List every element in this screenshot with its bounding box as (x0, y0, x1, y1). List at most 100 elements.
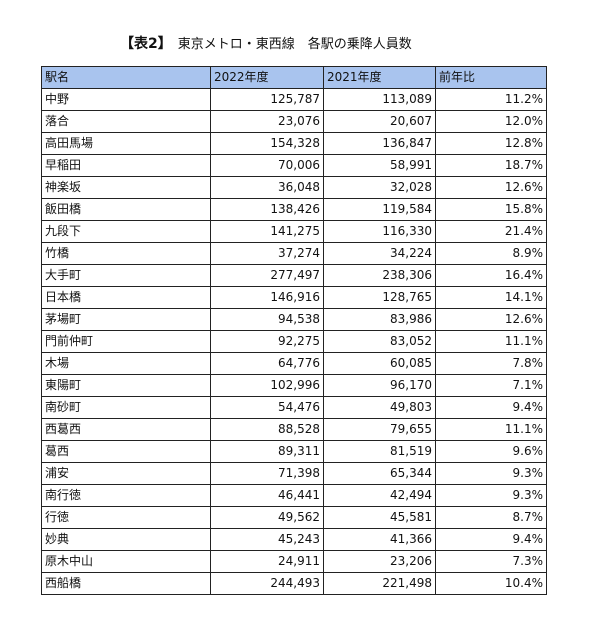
table-row: 行徳 49,562 45,581 8.7% (41, 506, 547, 529)
table-row: 東陽町 102,996 96,170 7.1% (41, 374, 547, 397)
station-name-cell: 早稲田 (41, 154, 211, 177)
station-name-cell: 日本橋 (41, 286, 211, 309)
fy2022-cell: 244,493 (210, 572, 324, 595)
fy2022-cell: 154,328 (210, 132, 324, 155)
fy2021-cell: 136,847 (323, 132, 436, 155)
station-name-cell: 西船橋 (41, 572, 211, 595)
table-row: 門前仲町 92,275 83,052 11.1% (41, 330, 547, 353)
header-fy2021: 2021年度 (323, 66, 436, 89)
table-row: 落合 23,076 20,607 12.0% (41, 110, 547, 133)
ridership-table: 駅名 2022年度 2021年度 前年比 中野 125,787 113,089 11.… (41, 66, 547, 595)
station-name-cell: 落合 (41, 110, 211, 133)
table-row: 木場 64,776 60,085 7.8% (41, 352, 547, 375)
table-row: 南行徳 46,441 42,494 9.3% (41, 484, 547, 507)
yoy-ratio-cell: 11.1% (435, 418, 547, 441)
yoy-ratio-cell: 9.3% (435, 462, 547, 485)
fy2021-cell: 119,584 (323, 198, 436, 221)
station-name-cell: 妙典 (41, 528, 211, 551)
yoy-ratio-cell: 12.0% (435, 110, 547, 133)
fy2022-cell: 45,243 (210, 528, 324, 551)
station-name-cell: 行徳 (41, 506, 211, 529)
yoy-ratio-cell: 9.3% (435, 484, 547, 507)
station-name-cell: 東陽町 (41, 374, 211, 397)
fy2021-cell: 60,085 (323, 352, 436, 375)
station-name-cell: 木場 (41, 352, 211, 375)
fy2022-cell: 71,398 (210, 462, 324, 485)
yoy-ratio-cell: 11.1% (435, 330, 547, 353)
table-title-text: 東京メトロ・東西線 各駅の乗降人員数 (177, 37, 412, 52)
fy2022-cell: 88,528 (210, 418, 324, 441)
fy2021-cell: 23,206 (323, 550, 436, 573)
yoy-ratio-cell: 7.1% (435, 374, 547, 397)
fy2021-cell: 41,366 (323, 528, 436, 551)
yoy-ratio-cell: 10.4% (435, 572, 547, 595)
fy2022-cell: 37,274 (210, 242, 324, 265)
table-row: 茅場町 94,538 83,986 12.6% (41, 308, 547, 331)
yoy-ratio-cell: 16.4% (435, 264, 547, 287)
fy2021-cell: 58,991 (323, 154, 436, 177)
table-row: 浦安 71,398 65,344 9.3% (41, 462, 547, 485)
fy2022-cell: 89,311 (210, 440, 324, 463)
table-row: 南砂町 54,476 49,803 9.4% (41, 396, 547, 419)
fy2022-cell: 141,275 (210, 220, 324, 243)
fy2021-cell: 221,498 (323, 572, 436, 595)
yoy-ratio-cell: 8.7% (435, 506, 547, 529)
station-name-cell: 中野 (41, 88, 211, 111)
yoy-ratio-cell: 14.1% (435, 286, 547, 309)
station-name-cell: 西葛西 (41, 418, 211, 441)
fy2022-cell: 49,562 (210, 506, 324, 529)
yoy-ratio-cell: 9.4% (435, 396, 547, 419)
fy2022-cell: 92,275 (210, 330, 324, 353)
fy2021-cell: 128,765 (323, 286, 436, 309)
station-name-cell: 南砂町 (41, 396, 211, 419)
station-name-cell: 竹橋 (41, 242, 211, 265)
fy2022-cell: 102,996 (210, 374, 324, 397)
table-row: 西船橋 244,493 221,498 10.4% (41, 572, 547, 595)
station-name-cell: 神楽坂 (41, 176, 211, 199)
table-row: 原木中山 24,911 23,206 7.3% (41, 550, 547, 573)
yoy-ratio-cell: 12.6% (435, 176, 547, 199)
table-row: 日本橋 146,916 128,765 14.1% (41, 286, 547, 309)
yoy-ratio-cell: 9.6% (435, 440, 547, 463)
fy2021-cell: 83,986 (323, 308, 436, 331)
table-row: 妙典 45,243 41,366 9.4% (41, 528, 547, 551)
table-row: 九段下 141,275 116,330 21.4% (41, 220, 547, 243)
fy2021-cell: 96,170 (323, 374, 436, 397)
yoy-ratio-cell: 12.8% (435, 132, 547, 155)
fy2022-cell: 94,538 (210, 308, 324, 331)
station-name-cell: 門前仲町 (41, 330, 211, 353)
table-row: 高田馬場 154,328 136,847 12.8% (41, 132, 547, 155)
yoy-ratio-cell: 15.8% (435, 198, 547, 221)
fy2022-cell: 24,911 (210, 550, 324, 573)
station-name-cell: 葛西 (41, 440, 211, 463)
table-body: 中野 125,787 113,089 11.2% 落合 23,076 20,607 12.0%… (41, 88, 547, 595)
table-row: 大手町 277,497 238,306 16.4% (41, 264, 547, 287)
fy2022-cell: 64,776 (210, 352, 324, 375)
fy2021-cell: 116,330 (323, 220, 436, 243)
table-row: 中野 125,787 113,089 11.2% (41, 88, 547, 111)
station-name-cell: 高田馬場 (41, 132, 211, 155)
table-row: 葛西 89,311 81,519 9.6% (41, 440, 547, 463)
fy2022-cell: 54,476 (210, 396, 324, 419)
fy2021-cell: 42,494 (323, 484, 436, 507)
fy2022-cell: 23,076 (210, 110, 324, 133)
header-fy2022: 2022年度 (210, 66, 324, 89)
fy2022-cell: 125,787 (210, 88, 324, 111)
fy2022-cell: 138,426 (210, 198, 324, 221)
yoy-ratio-cell: 21.4% (435, 220, 547, 243)
fy2021-cell: 34,224 (323, 242, 436, 265)
station-name-cell: 飯田橋 (41, 198, 211, 221)
table-row: 竹橋 37,274 34,224 8.9% (41, 242, 547, 265)
fy2021-cell: 83,052 (323, 330, 436, 353)
fy2021-cell: 238,306 (323, 264, 436, 287)
table-row: 神楽坂 36,048 32,028 12.6% (41, 176, 547, 199)
table-row: 飯田橋 138,426 119,584 15.8% (41, 198, 547, 221)
fy2022-cell: 146,916 (210, 286, 324, 309)
header-row: 駅名 2022年度 2021年度 前年比 (41, 66, 547, 89)
table-title: 【表2】 東京メトロ・東西線 各駅の乗降人員数 (120, 36, 412, 53)
table-row: 早稲田 70,006 58,991 18.7% (41, 154, 547, 177)
fy2021-cell: 65,344 (323, 462, 436, 485)
station-name-cell: 南行徳 (41, 484, 211, 507)
table-row: 西葛西 88,528 79,655 11.1% (41, 418, 547, 441)
fy2022-cell: 46,441 (210, 484, 324, 507)
